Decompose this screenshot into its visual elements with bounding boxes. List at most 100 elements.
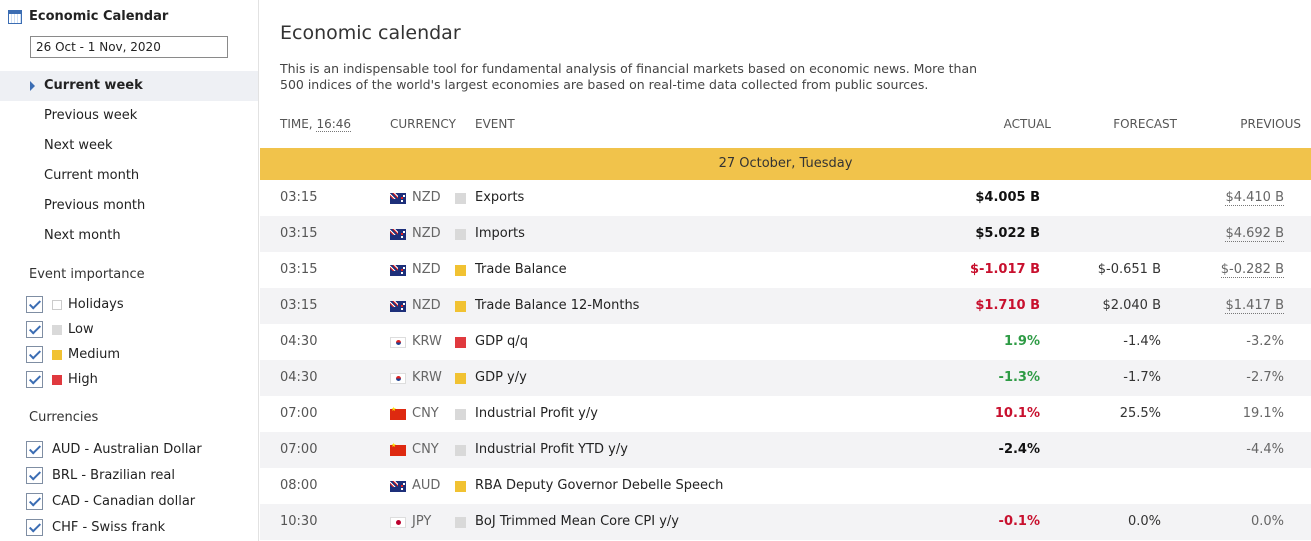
flag-nz-icon xyxy=(390,301,406,312)
currency-label: BRL - Brazilian real xyxy=(52,467,176,483)
event-previous[interactable]: $4.692 B xyxy=(1225,216,1284,252)
importance-medium-icon xyxy=(455,301,466,312)
importance-medium-icon xyxy=(52,349,62,360)
event-name[interactable]: Imports xyxy=(475,226,525,241)
table-row[interactable]: 04:30 KRW GDP y/y -1.3% -1.7% -2.7% xyxy=(260,360,1311,396)
table-row[interactable]: 03:15 NZD Exports $4.005 B $4.410 B xyxy=(260,180,1311,216)
table-row[interactable]: 07:00 CNY Industrial Profit YTD y/y -2.4% -4… xyxy=(260,432,1311,468)
event-previous: -2.7% xyxy=(1246,370,1284,385)
event-time: 07:00 xyxy=(280,406,318,421)
event-currency: CNY xyxy=(412,406,439,421)
importance-low-icon xyxy=(455,445,466,456)
currency-filter-chf[interactable]: CHF - Swiss frank xyxy=(26,514,202,540)
event-currency: AUD xyxy=(412,478,441,493)
event-previous: -3.2% xyxy=(1246,334,1284,349)
importance-filter-high[interactable]: High xyxy=(26,367,124,392)
event-previous[interactable]: $1.417 B xyxy=(1225,288,1284,324)
table-row[interactable]: 03:15 NZD Imports $5.022 B $4.692 B xyxy=(260,216,1311,252)
table-row[interactable]: 04:30 KRW GDP q/q 1.9% -1.4% -3.2% xyxy=(260,324,1311,360)
table-row[interactable]: 07:00 CNY Industrial Profit y/y 10.1% 25.5% 1… xyxy=(260,396,1311,432)
checkbox-checked[interactable] xyxy=(26,466,43,484)
flag-nz-icon xyxy=(390,265,406,276)
flag-nz-icon xyxy=(390,229,406,240)
previous-revised-link[interactable]: $4.410 B xyxy=(1225,190,1284,206)
event-name[interactable]: RBA Deputy Governor Debelle Speech xyxy=(475,478,724,493)
flag-au-icon xyxy=(390,481,406,492)
event-name[interactable]: Exports xyxy=(475,190,525,205)
table-row[interactable]: 03:15 NZD Trade Balance $-1.017 B $-0.651 B $… xyxy=(260,252,1311,288)
event-time: 08:00 xyxy=(280,478,318,493)
event-forecast: -1.4% xyxy=(1123,334,1161,349)
day-header: 27 October, Tuesday xyxy=(260,148,1311,180)
date-range-input[interactable] xyxy=(30,36,228,58)
current-time-link[interactable]: 16:46 xyxy=(316,117,352,132)
event-name[interactable]: GDP q/q xyxy=(475,334,528,349)
table-row[interactable]: 03:15 NZD Trade Balance 12-Months $1.710 B $… xyxy=(260,288,1311,324)
event-currency: KRW xyxy=(412,334,442,349)
checkbox-checked[interactable] xyxy=(26,346,43,363)
checkbox-checked[interactable] xyxy=(26,321,43,338)
event-name[interactable]: Trade Balance 12-Months xyxy=(475,298,640,313)
importance-filter-list: Holidays Low Medium High xyxy=(26,292,124,392)
column-forecast: FORECAST xyxy=(1113,117,1177,131)
importance-medium-icon xyxy=(455,373,466,384)
event-previous[interactable]: $4.410 B xyxy=(1225,180,1284,216)
table-row[interactable]: 10:30 JPY BoJ Trimmed Mean Core CPI y/y -0.… xyxy=(260,504,1311,540)
currency-filter-aud[interactable]: AUD - Australian Dollar xyxy=(26,436,202,462)
event-actual: 10.1% xyxy=(994,406,1040,421)
event-importance-title: Event importance xyxy=(29,267,145,282)
event-time: 03:15 xyxy=(280,190,318,205)
flag-jp-icon xyxy=(390,517,406,528)
period-list: Current week Previous week Next week Curren… xyxy=(0,71,258,251)
period-next-month[interactable]: Next month xyxy=(44,228,121,243)
previous-revised-link[interactable]: $4.692 B xyxy=(1225,226,1284,242)
event-forecast: 25.5% xyxy=(1119,406,1161,421)
checkbox-checked[interactable] xyxy=(26,371,43,388)
importance-label: Low xyxy=(68,322,94,337)
event-time: 04:30 xyxy=(280,370,318,385)
event-name[interactable]: GDP y/y xyxy=(475,370,527,385)
event-previous[interactable]: $-0.282 B xyxy=(1220,252,1284,288)
period-previous-month[interactable]: Previous month xyxy=(44,198,146,213)
sidebar: Economic Calendar Current week Previous w… xyxy=(0,0,259,541)
flag-cn-icon xyxy=(390,406,406,420)
importance-low-icon xyxy=(52,324,62,335)
flag-cn-icon xyxy=(390,442,406,456)
event-name[interactable]: BoJ Trimmed Mean Core CPI y/y xyxy=(475,514,679,529)
importance-filter-medium[interactable]: Medium xyxy=(26,342,124,367)
table-row[interactable]: 08:00 AUD RBA Deputy Governor Debelle Spee… xyxy=(260,468,1311,504)
previous-revised-link[interactable]: $-0.282 B xyxy=(1220,262,1284,278)
event-name[interactable]: Industrial Profit y/y xyxy=(475,406,598,421)
event-previous: 19.1% xyxy=(1242,406,1284,421)
column-actual: ACTUAL xyxy=(1003,117,1051,131)
event-actual: 1.9% xyxy=(1003,334,1040,349)
event-actual: -1.3% xyxy=(998,370,1040,385)
table-header: TIME, 16:46 CURRENCY EVENT ACTUAL FORECA… xyxy=(260,117,1311,133)
currency-filter-cad[interactable]: CAD - Canadian dollar xyxy=(26,488,202,514)
importance-low-icon xyxy=(455,229,466,240)
column-time: TIME, 16:46 xyxy=(280,117,352,132)
sidebar-header: Economic Calendar xyxy=(8,9,168,24)
event-name[interactable]: Industrial Profit YTD y/y xyxy=(475,442,628,457)
flag-kr-icon xyxy=(390,373,406,384)
event-actual: $4.005 B xyxy=(975,190,1040,205)
sidebar-title: Economic Calendar xyxy=(29,9,169,24)
period-current-week[interactable]: Current week xyxy=(0,71,258,101)
importance-filter-holidays[interactable]: Holidays xyxy=(26,292,124,317)
event-name[interactable]: Trade Balance xyxy=(475,262,567,277)
event-time: 10:30 xyxy=(280,514,318,529)
importance-filter-low[interactable]: Low xyxy=(26,317,124,342)
event-time: 04:30 xyxy=(280,334,318,349)
period-previous-week[interactable]: Previous week xyxy=(44,108,138,123)
checkbox-checked[interactable] xyxy=(26,518,43,536)
event-actual: -2.4% xyxy=(998,442,1040,457)
period-current-month[interactable]: Current month xyxy=(44,168,140,183)
checkbox-checked[interactable] xyxy=(26,440,43,458)
previous-revised-link[interactable]: $1.417 B xyxy=(1225,298,1284,314)
main-content: Economic calendar This is an indispensab… xyxy=(260,0,1311,541)
period-next-week[interactable]: Next week xyxy=(44,138,113,153)
checkbox-checked[interactable] xyxy=(26,296,43,313)
checkbox-checked[interactable] xyxy=(26,492,43,510)
currency-filter-brl[interactable]: BRL - Brazilian real xyxy=(26,462,202,488)
flag-kr-icon xyxy=(390,337,406,348)
